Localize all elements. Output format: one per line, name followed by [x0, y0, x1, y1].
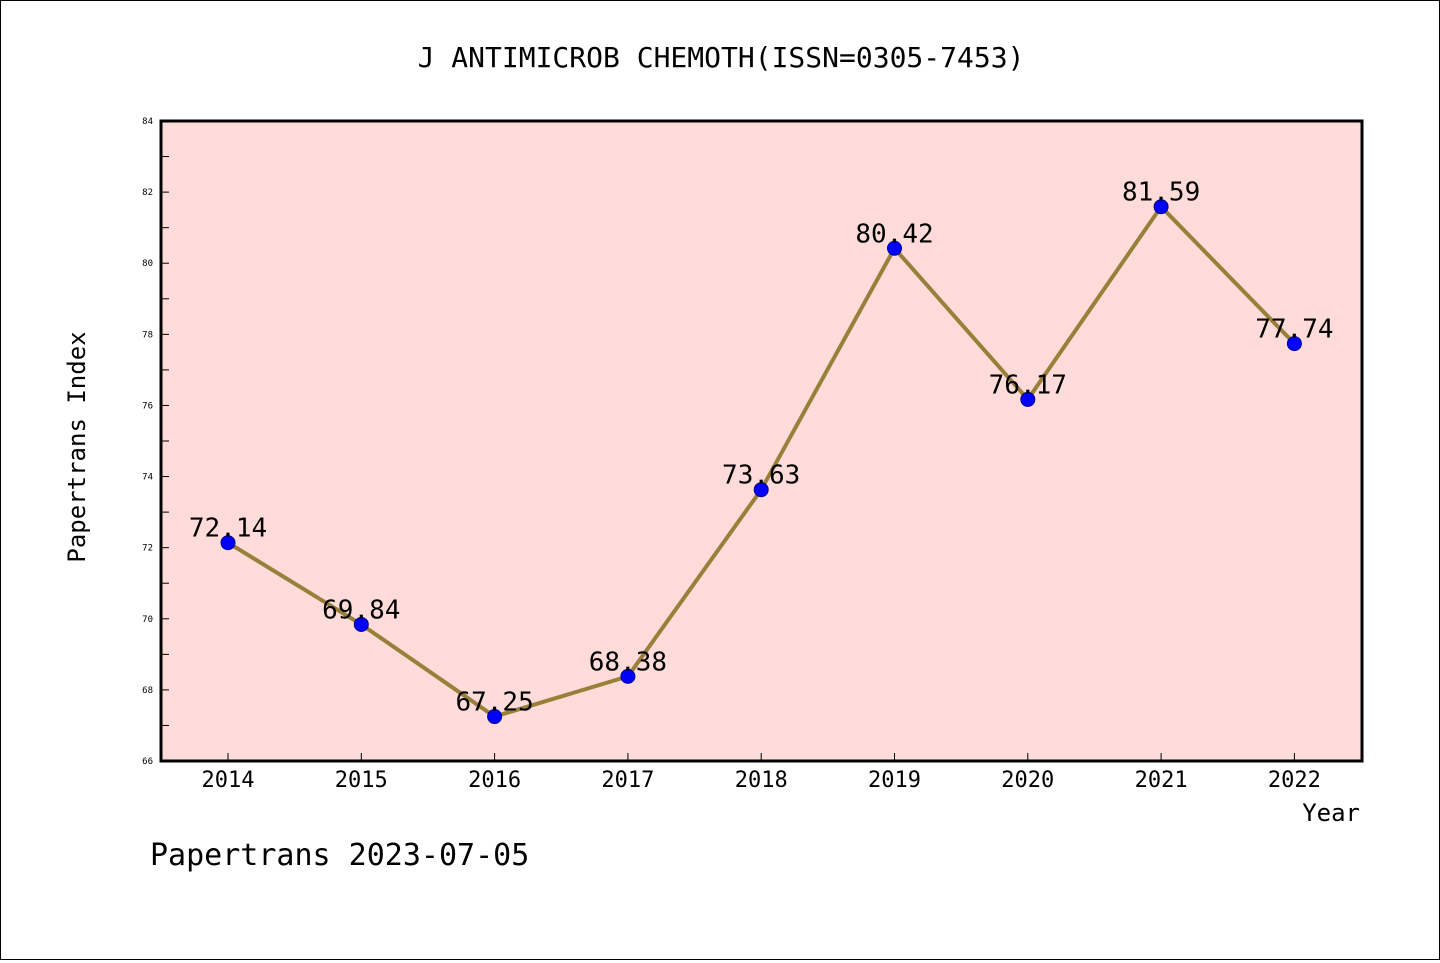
y-tick-label: 80 — [142, 259, 153, 269]
y-axis: 66 68 70 72 74 76 78 80 82 84 — [142, 117, 169, 767]
data-label: 73.63 — [722, 461, 800, 491]
data-point-marker — [353, 616, 369, 632]
data-labels: 72.14 69.84 67.25 68.38 73.63 80.42 76.17 81.59… — [189, 178, 1334, 718]
data-point-marker — [487, 709, 503, 725]
plot-area — [159, 119, 1364, 763]
data-label: 77.74 — [1255, 315, 1333, 345]
chart-title: J ANTIMICROB CHEMOTH(ISSN=0305-7453) — [418, 41, 1025, 74]
data-point-marker — [753, 482, 769, 498]
x-tick-label: 2022 — [1268, 768, 1321, 793]
data-label: 81.59 — [1122, 178, 1200, 208]
x-tick-label: 2017 — [601, 768, 654, 793]
data-label: 68.38 — [589, 647, 667, 677]
x-tick-label: 2019 — [868, 768, 921, 793]
x-tick-label: 2015 — [335, 768, 388, 793]
y-tick-label: 68 — [142, 686, 153, 696]
y-tick-label: 82 — [142, 188, 153, 198]
data-label: 72.14 — [189, 514, 267, 544]
y-tick-label: 76 — [142, 401, 153, 411]
data-point-marker — [620, 668, 636, 684]
data-label: 80.42 — [855, 219, 933, 249]
y-tick-label: 74 — [142, 473, 153, 483]
data-point-marker — [1153, 199, 1169, 215]
y-tick-label: 78 — [142, 330, 153, 340]
x-tick-label: 2018 — [735, 768, 788, 793]
footer-note: Papertrans 2023-07-05 — [150, 838, 529, 873]
data-label: 67.25 — [455, 688, 533, 718]
data-point-marker — [1286, 336, 1302, 352]
y-tick-label: 84 — [142, 117, 153, 127]
y-tick-label: 66 — [142, 757, 153, 767]
series-line-group — [220, 199, 1302, 725]
x-axis-label: Year — [1302, 799, 1360, 827]
x-tick-label: 2021 — [1135, 768, 1188, 793]
data-point-marker — [887, 240, 902, 256]
y-tick-label: 72 — [142, 544, 153, 554]
x-tick-label: 2020 — [1001, 768, 1054, 793]
x-axis: 2014 2015 2016 2017 2018 2019 2020 2021 2022 — [202, 753, 1321, 793]
x-tick-label: 2016 — [468, 768, 521, 793]
data-label: 69.84 — [322, 595, 400, 625]
y-tick-label: 70 — [142, 615, 153, 625]
data-label: 76.17 — [989, 370, 1067, 400]
data-point-marker — [220, 535, 236, 551]
y-axis-label: Papertrans Index — [63, 331, 91, 562]
data-point-marker — [1020, 391, 1036, 407]
x-tick-label: 2014 — [202, 768, 255, 793]
